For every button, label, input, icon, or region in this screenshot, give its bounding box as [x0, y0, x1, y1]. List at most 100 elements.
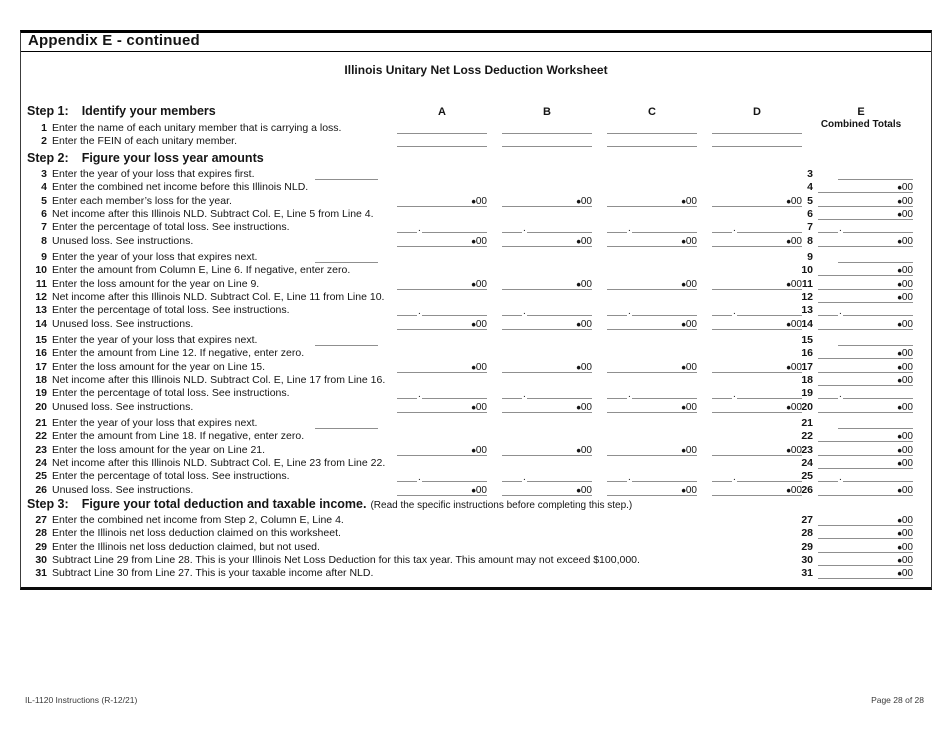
year-field-e[interactable] — [838, 168, 913, 180]
amount-field-e[interactable]: •00 — [818, 318, 913, 331]
percent-field-c[interactable]: . — [607, 221, 697, 235]
name-field-a[interactable] — [397, 122, 487, 134]
decimal-point-icon: • — [576, 399, 581, 415]
amount-field-b[interactable]: •00 — [502, 278, 592, 291]
year-field-e[interactable] — [838, 251, 913, 263]
amount-field-d[interactable]: •00 — [712, 484, 802, 497]
amount-field-b[interactable]: •00 — [502, 361, 592, 374]
year-field[interactable] — [315, 168, 378, 180]
amount-field-e[interactable]: •00 — [818, 514, 913, 527]
amount-field-e[interactable]: •00 — [818, 361, 913, 374]
form-row-28: 28 Enter the Illinois net loss deduction … — [0, 527, 950, 540]
percent-field-d[interactable]: . — [712, 303, 802, 317]
percent-field-a[interactable]: . — [397, 221, 487, 234]
percent-field-e[interactable]: . — [818, 387, 913, 400]
amount-field-e[interactable]: •00 — [818, 374, 913, 387]
percent-field-c[interactable]: . — [607, 304, 697, 317]
amount-field-e[interactable]: •00 — [818, 181, 913, 194]
percent-field-d[interactable]: . — [712, 387, 802, 400]
name-field-a[interactable] — [397, 135, 487, 148]
amount-field-a[interactable]: •00 — [397, 484, 487, 497]
amount-field-d[interactable]: •00 — [712, 195, 802, 208]
amount-field-e[interactable]: •00 — [818, 195, 913, 208]
amount-field-e[interactable]: •00 — [818, 457, 913, 470]
amount-field-a[interactable]: •00 — [397, 195, 487, 208]
percent-field-b[interactable]: . — [502, 304, 592, 317]
amount-field-e[interactable]: •00 — [818, 401, 913, 414]
amount-field-d[interactable]: •00 — [712, 401, 802, 414]
amount-field-d[interactable]: •00 — [712, 361, 802, 374]
decimal-separator: . — [418, 472, 421, 484]
amount-field-a[interactable]: •00 — [397, 361, 487, 374]
percent-field-c[interactable]: . — [607, 470, 697, 483]
percent-field-d[interactable]: . — [712, 221, 802, 234]
amount-field-e[interactable]: •00 — [818, 208, 913, 221]
percent-field-c[interactable]: . — [607, 387, 697, 400]
name-field-d[interactable] — [712, 135, 802, 148]
amount-field-d[interactable]: •00 — [712, 318, 802, 331]
amount-field-e[interactable]: •00 — [818, 235, 913, 248]
percent-field-a[interactable]: . — [397, 469, 487, 484]
amount-field-a[interactable]: •00 — [397, 278, 487, 291]
amount-field-e[interactable]: •00 — [818, 347, 913, 360]
name-field-d[interactable] — [712, 122, 802, 134]
amount-field-b[interactable]: •00 — [502, 195, 592, 208]
amount-field-a[interactable]: •00 — [397, 401, 487, 414]
amount-field-a[interactable]: •00 — [397, 318, 487, 331]
cents-placeholder: 00 — [901, 484, 913, 496]
percent-whole-line — [712, 303, 732, 317]
amount-field-d[interactable]: •00 — [712, 235, 802, 248]
amount-field-b[interactable]: •00 — [502, 399, 592, 415]
percent-field-a[interactable]: . — [397, 387, 487, 400]
amount-field-e[interactable]: •00 — [818, 554, 913, 567]
cents-placeholder: 00 — [790, 444, 802, 456]
decimal-separator: . — [628, 223, 631, 235]
line-description: Enter the loss amount for the year on Li… — [52, 360, 266, 373]
percent-field-a[interactable]: . — [397, 304, 487, 317]
amount-field-e[interactable]: •00 — [818, 527, 913, 540]
percent-field-e[interactable]: . — [818, 470, 913, 483]
amount-field-c[interactable]: •00 — [607, 278, 697, 291]
name-field-b[interactable] — [502, 122, 592, 134]
year-field-e[interactable] — [838, 417, 913, 429]
amount-field-c[interactable]: •00 — [607, 195, 697, 208]
form-row-12: 12 Net income after this Illinois NLD. Su… — [0, 291, 950, 304]
amount-field-e[interactable]: •00 — [818, 264, 913, 277]
percent-field-d[interactable]: . — [712, 470, 802, 483]
year-field-e[interactable] — [838, 334, 913, 346]
year-field[interactable] — [315, 251, 378, 263]
year-field[interactable] — [315, 334, 378, 346]
amount-field-d[interactable]: •00 — [712, 278, 802, 291]
name-field-c[interactable] — [607, 122, 697, 134]
amount-field-e[interactable]: •00 — [818, 444, 913, 457]
percent-field-e[interactable]: . — [818, 304, 913, 317]
amount-field-c[interactable]: •00 — [607, 444, 697, 457]
percent-field-b[interactable]: . — [502, 387, 592, 400]
amount-field-a[interactable]: •00 — [397, 235, 487, 248]
name-field-b[interactable] — [502, 135, 592, 148]
percent-whole-line — [397, 469, 417, 483]
amount-field-a[interactable]: •00 — [397, 444, 487, 457]
percent-field-b[interactable]: . — [502, 470, 592, 483]
amount-field-e[interactable]: •00 — [818, 291, 913, 304]
percent-field-e[interactable]: . — [818, 221, 913, 234]
amount-field-e[interactable]: •00 — [818, 567, 913, 580]
percent-field-b[interactable]: . — [502, 221, 592, 234]
amount-field-c[interactable]: •00 — [607, 361, 697, 374]
amount-field-c[interactable]: •00 — [607, 318, 697, 331]
line-description: Unused loss. See instructions. — [52, 234, 194, 247]
amount-field-b[interactable]: •00 — [502, 235, 592, 248]
amount-field-c[interactable]: •00 — [607, 484, 697, 497]
amount-field-c[interactable]: •00 — [607, 401, 697, 414]
amount-field-c[interactable]: •00 — [607, 235, 697, 248]
amount-field-e[interactable]: •00 — [818, 278, 913, 291]
amount-field-e[interactable]: •00 — [818, 430, 913, 443]
amount-field-e[interactable]: •00 — [818, 484, 913, 497]
name-field-c[interactable] — [607, 135, 697, 148]
amount-field-b[interactable]: •00 — [502, 444, 592, 457]
amount-field-e[interactable]: •00 — [818, 541, 913, 554]
amount-field-b[interactable]: •00 — [502, 484, 592, 497]
amount-field-b[interactable]: •00 — [502, 318, 592, 331]
amount-field-d[interactable]: •00 — [712, 444, 802, 457]
year-field[interactable] — [315, 417, 378, 429]
